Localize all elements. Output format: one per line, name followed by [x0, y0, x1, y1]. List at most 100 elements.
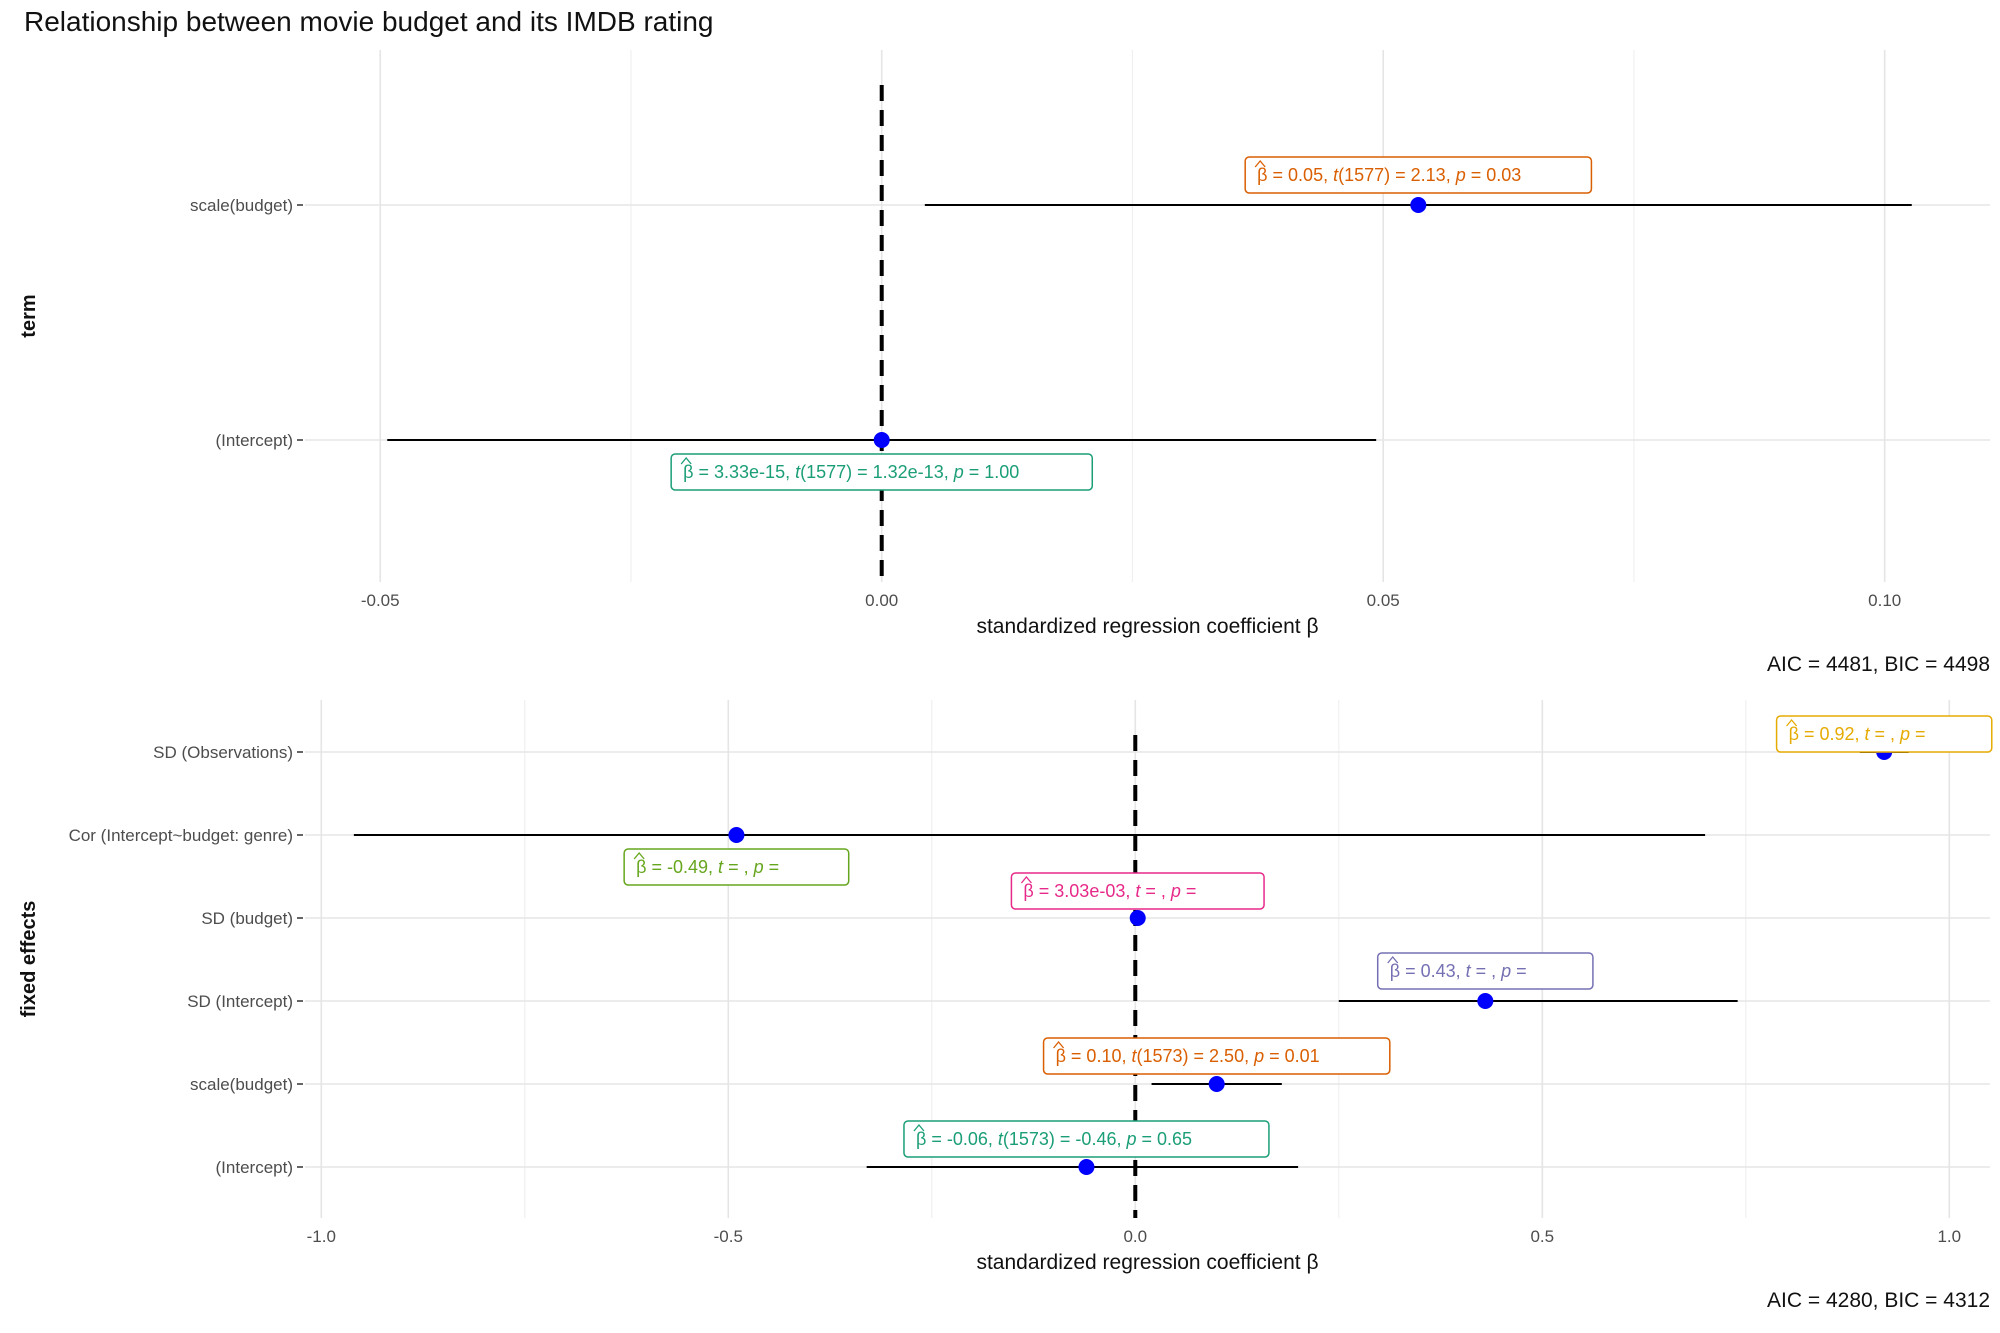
annotation-part: = — [1910, 724, 1926, 744]
annotation-part: β — [1056, 1046, 1066, 1066]
y-tick-label: Cor (Intercept~budget: genre) — [69, 826, 293, 845]
annotation-box — [670, 453, 1094, 491]
point-estimate — [873, 432, 890, 448]
annotation-part: (1577) = 2.13, — [1338, 165, 1456, 185]
beta-hat — [1387, 955, 1399, 964]
annotation-part: = 0.05, — [1268, 165, 1334, 185]
annotation-label: β = 0.10, t(1573) = 2.50, p = 0.01 — [1056, 1046, 1320, 1066]
annotation-part: = 3.03e-03, — [1034, 881, 1136, 901]
annotation-part: p — [1125, 1129, 1136, 1149]
annotation-part: p — [1899, 724, 1910, 744]
x-axis-title: standardized regression coefficient β — [976, 615, 1318, 638]
annotation-box — [1244, 156, 1593, 194]
annotation-box — [1042, 1037, 1391, 1075]
y-tick-label: SD (Observations) — [153, 743, 293, 762]
x-tick-label: 0.5 — [1530, 1227, 1554, 1246]
annotation-box — [1376, 952, 1594, 990]
annotation-label: β = 0.92, t = , p = — [1789, 724, 1926, 744]
annotation-part: = , — [1140, 881, 1171, 901]
annotation-box — [623, 848, 850, 886]
x-tick-label: 0.0 — [1123, 1227, 1147, 1246]
y-tick-label: SD (budget) — [201, 909, 293, 928]
y-axis-title: fixed effects — [18, 901, 40, 1018]
annotation-label: β = 0.43, t = , p = — [1390, 961, 1527, 981]
beta-hat — [680, 456, 692, 465]
annotation-part: (1573) = -0.46, — [1003, 1129, 1127, 1149]
annotation-part: t — [1131, 1046, 1137, 1066]
annotation-part: = — [1181, 881, 1197, 901]
annotation-part: = 3.33e-15, — [694, 462, 796, 482]
annotation-part: β — [636, 857, 646, 877]
panel-top: -0.05 0.00 0.05 0.10 scale(budget) (Intercept… — [18, 50, 1990, 676]
annotation-label: β = 0.05, t(1577) = 2.13, p = 0.03 — [1257, 165, 1521, 185]
annotation-part: β — [1390, 961, 1400, 981]
annotation-part: t — [1333, 165, 1339, 185]
beta-hat — [1786, 718, 1798, 727]
annotation-part: = -0.06, — [926, 1129, 998, 1149]
annotation-part: = 0.92, — [1799, 724, 1865, 744]
point-estimate — [728, 827, 745, 843]
annotation-part: β — [1257, 165, 1267, 185]
point-estimate — [1078, 1159, 1095, 1175]
beta-hat — [1254, 159, 1266, 168]
annotation-box — [1775, 715, 1993, 753]
annotation-part: p — [953, 462, 964, 482]
annotation-part: = — [1511, 961, 1527, 981]
point-estimate — [1208, 1076, 1225, 1092]
annotation-part: = , — [1870, 724, 1901, 744]
annotation-label: β = -0.49, t = , p = — [636, 857, 779, 877]
footnote: AIC = 4280, BIC = 4312 — [1767, 1289, 1990, 1312]
annotation-part: = 0.03 — [1466, 165, 1522, 185]
annotation-part: t — [795, 462, 801, 482]
beta-hat — [1053, 1040, 1065, 1049]
annotation-part: t — [1135, 881, 1141, 901]
annotation-box — [903, 1120, 1270, 1158]
point-estimate — [1477, 993, 1494, 1009]
x-tick-label: 1.0 — [1937, 1227, 1961, 1246]
y-tick-label: (Intercept) — [216, 431, 293, 450]
point-estimate — [1410, 197, 1427, 213]
annotation-part: p — [1253, 1046, 1264, 1066]
annotation-label: β = -0.06, t(1573) = -0.46, p = 0.65 — [916, 1129, 1192, 1149]
annotation-part: = , — [1471, 961, 1502, 981]
annotation-part: t — [1466, 961, 1472, 981]
annotation-part: (1577) = 1.32e-13, — [800, 462, 954, 482]
beta-hat — [1020, 875, 1032, 884]
y-tick-label: (Intercept) — [216, 1158, 293, 1177]
annotation-part: p — [753, 857, 764, 877]
annotation-part: = 0.43, — [1400, 961, 1466, 981]
annotation-part: p — [1170, 881, 1181, 901]
x-tick-label: 0.05 — [1367, 591, 1400, 610]
beta-hat — [913, 1123, 925, 1132]
annotation-part: t — [998, 1129, 1004, 1149]
x-tick-label: -0.5 — [714, 1227, 743, 1246]
annotation-part: = -0.49, — [647, 857, 719, 877]
point-estimate — [1129, 910, 1146, 926]
x-axis-title: standardized regression coefficient β — [976, 1251, 1318, 1274]
annotation-part: (1573) = 2.50, — [1137, 1046, 1255, 1066]
annotation-part: β — [1023, 881, 1033, 901]
annotation-part: p — [1455, 165, 1466, 185]
annotation-part: = — [764, 857, 780, 877]
y-axis-title: term — [18, 294, 40, 337]
annotation-part: β — [683, 462, 693, 482]
annotation-label: β = 3.03e-03, t = , p = — [1023, 881, 1196, 901]
annotation-part: = 0.10, — [1066, 1046, 1132, 1066]
x-tick-label: 0.00 — [865, 591, 898, 610]
chart-title: Relationship between movie budget and it… — [24, 6, 714, 37]
annotation-part: = 0.01 — [1264, 1046, 1320, 1066]
annotation-box — [1010, 872, 1265, 910]
annotation-part: = , — [723, 857, 754, 877]
x-tick-label: 0.10 — [1868, 591, 1901, 610]
beta-hat — [633, 851, 645, 860]
panel-bottom: -1.0 -0.5 0.0 0.5 1.0 SD (Observations) Cor (I… — [18, 700, 1993, 1312]
annotation-part: t — [718, 857, 724, 877]
annotation-part: = 1.00 — [964, 462, 1020, 482]
y-tick-label: SD (Intercept) — [187, 992, 293, 1011]
annotation-part: β — [1789, 724, 1799, 744]
x-tick-label: -1.0 — [307, 1227, 336, 1246]
annotation-label: β = 3.33e-15, t(1577) = 1.32e-13, p = 1.… — [683, 462, 1019, 482]
annotation-part: = 0.65 — [1136, 1129, 1192, 1149]
x-tick-label: -0.05 — [361, 591, 400, 610]
